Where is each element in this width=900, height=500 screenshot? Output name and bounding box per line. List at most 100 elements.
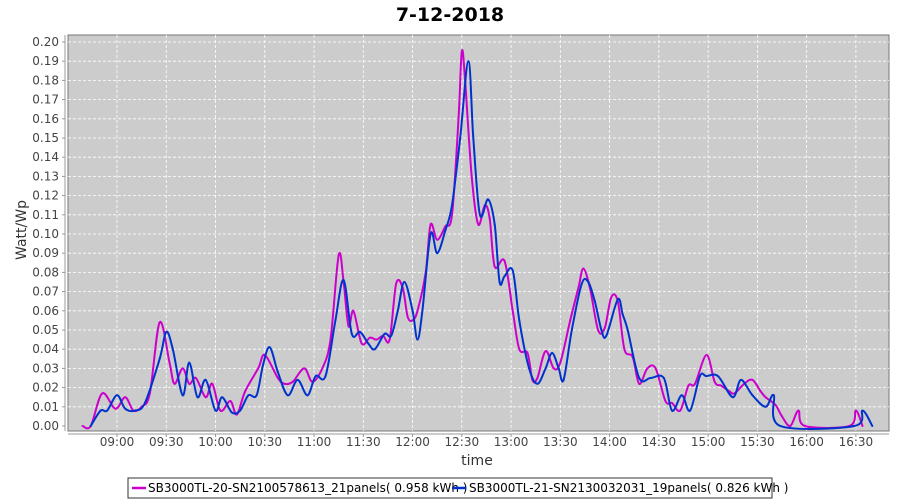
data-point xyxy=(600,329,603,331)
x-tick-label: 10:00 xyxy=(198,435,233,449)
data-point xyxy=(716,375,719,378)
data-point xyxy=(559,361,562,364)
y-tick-label: 0.18 xyxy=(32,73,59,87)
data-point xyxy=(106,409,109,412)
gridlines xyxy=(68,35,889,431)
data-point xyxy=(503,259,506,262)
data-point xyxy=(188,361,191,364)
data-point xyxy=(478,213,481,216)
data-point xyxy=(670,401,673,404)
data-point xyxy=(244,390,247,393)
data-point xyxy=(436,238,439,241)
data-point xyxy=(181,394,184,397)
data-point xyxy=(518,319,521,322)
data-point xyxy=(569,319,572,322)
data-point xyxy=(221,396,224,399)
x-tick-label: 13:00 xyxy=(494,435,529,449)
data-point xyxy=(528,367,531,370)
data-point xyxy=(368,336,371,339)
data-point xyxy=(781,415,784,418)
data-point xyxy=(526,352,529,355)
x-tick-label: 10:30 xyxy=(247,435,282,449)
data-point xyxy=(396,309,399,312)
data-point xyxy=(587,281,590,283)
data-point xyxy=(772,394,775,397)
data-point xyxy=(580,282,583,285)
data-point xyxy=(181,367,184,370)
data-point xyxy=(680,394,683,397)
data-point xyxy=(314,375,317,378)
legend-label-series-1: SB3000TL-20-SN2100578613_21panels( 0.958… xyxy=(148,481,467,495)
data-point xyxy=(623,348,626,351)
x-tick-label: 13:30 xyxy=(543,435,578,449)
data-point xyxy=(230,411,233,414)
data-point xyxy=(204,378,207,381)
chart-title: 7-12-2018 xyxy=(396,4,504,26)
data-point xyxy=(173,382,176,385)
data-point xyxy=(664,400,667,403)
data-point xyxy=(638,382,641,385)
data-point xyxy=(705,353,708,356)
data-point xyxy=(764,405,767,408)
y-tick-label: 0.13 xyxy=(32,169,59,183)
data-point xyxy=(487,198,490,201)
data-point xyxy=(570,329,573,331)
x-axis: 09:00 09:30 10:00 10:30 11:00 11:30 12:00 12:30… xyxy=(68,433,889,449)
x-tick-label: 14:00 xyxy=(592,435,627,449)
y-tick-label: 0.06 xyxy=(32,304,59,318)
y-tick-label: 0.19 xyxy=(32,54,59,68)
data-point xyxy=(450,213,453,216)
data-point xyxy=(188,382,191,385)
data-point xyxy=(143,401,146,404)
data-point xyxy=(171,348,174,351)
x-tick-label: 16:00 xyxy=(789,435,824,449)
y-tick-label: 0.02 xyxy=(32,381,59,395)
data-point xyxy=(383,332,386,335)
data-point xyxy=(350,332,353,335)
data-point xyxy=(488,217,491,220)
data-point xyxy=(764,396,767,399)
data-point xyxy=(751,378,754,381)
data-point xyxy=(406,315,409,318)
data-point xyxy=(493,223,496,226)
data-point xyxy=(124,407,127,410)
data-point xyxy=(551,352,554,355)
x-tick-label: 11:00 xyxy=(297,435,332,449)
data-point xyxy=(536,377,539,379)
x-tick-label: 16:30 xyxy=(839,435,874,449)
data-point xyxy=(81,425,84,427)
y-tick-label: 0.12 xyxy=(32,189,59,203)
data-point xyxy=(621,313,624,316)
data-point xyxy=(116,394,118,397)
y-tick-label: 0.05 xyxy=(32,323,59,337)
data-point xyxy=(421,309,424,312)
data-point xyxy=(470,175,473,178)
data-point xyxy=(687,384,690,387)
data-point xyxy=(649,377,652,379)
data-point xyxy=(134,409,137,412)
y-tick-label: 0.15 xyxy=(32,131,59,145)
y-tick-label: 0.01 xyxy=(32,400,59,414)
data-point xyxy=(395,282,398,285)
data-point xyxy=(698,375,701,378)
y-tick-label: 0.16 xyxy=(32,112,59,126)
data-point xyxy=(429,233,432,235)
data-point xyxy=(239,409,242,412)
data-point xyxy=(774,403,777,406)
data-point xyxy=(303,367,306,370)
data-point xyxy=(373,348,376,351)
data-point xyxy=(347,325,350,328)
data-point xyxy=(101,392,104,395)
plot-area xyxy=(67,34,890,432)
data-point xyxy=(803,425,806,427)
data-point xyxy=(411,319,414,322)
data-point xyxy=(797,409,800,412)
data-point xyxy=(577,286,580,289)
data-point xyxy=(654,367,657,370)
data-point xyxy=(360,342,363,345)
data-point xyxy=(503,275,506,278)
data-point xyxy=(498,281,501,283)
data-point xyxy=(751,394,754,397)
x-tick-label: 09:30 xyxy=(149,435,184,449)
data-point xyxy=(306,394,309,397)
